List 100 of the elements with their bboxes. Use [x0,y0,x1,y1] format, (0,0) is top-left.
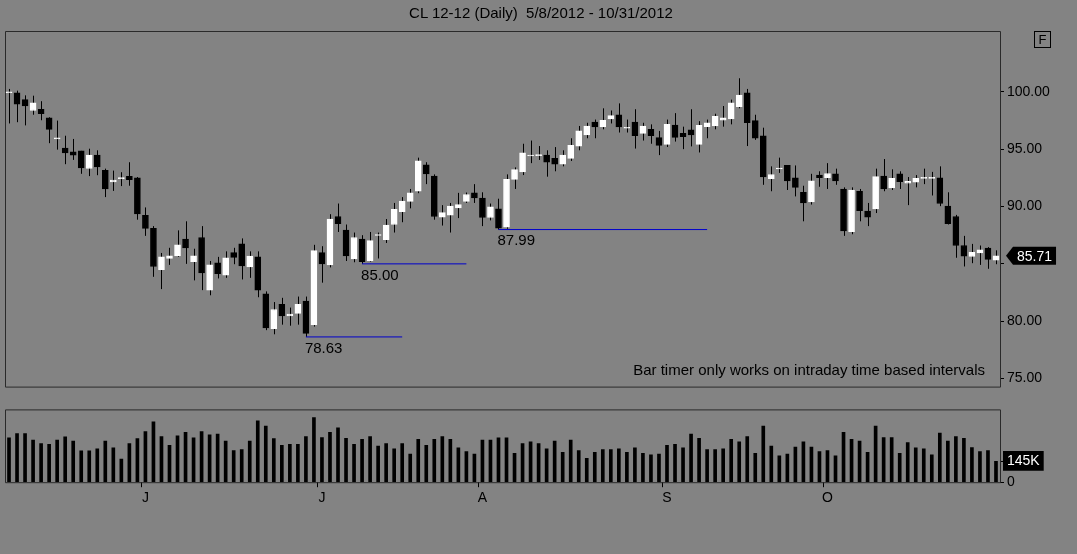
candlestick [904,176,912,206]
bar [657,453,661,483]
candlestick [824,162,831,190]
candlestick [479,191,486,227]
candlestick [190,248,197,281]
candlestick [93,149,101,176]
bar [71,440,76,483]
y-tick-label: 75.00 [1007,369,1043,386]
bar [63,436,68,483]
toolbar-button: F [1034,31,1051,48]
bar [625,452,629,483]
candlestick [735,77,743,109]
data-label: 78.63 [304,338,343,356]
bar [745,436,750,483]
candlestick [398,196,406,223]
x-tick-label: J [141,489,149,506]
candlestick [808,173,815,206]
bar [681,447,685,483]
bar [424,444,429,483]
bar [600,449,605,483]
bar [304,436,308,483]
candlestick [53,120,61,151]
candlestick [447,202,454,234]
candlestick [864,202,871,227]
bar [87,450,92,483]
candlestick [238,237,246,280]
candlestick [455,192,462,219]
candlestick [495,198,502,231]
bar [384,443,388,483]
data-label: 87.99 [497,231,536,249]
bar [400,443,405,483]
annotation: Bar timer only works on intraday time based intervals [633,361,985,379]
bar [609,449,613,483]
bar [271,438,276,483]
chart-title: CL 12-12 (Daily) 5/8/2012 - 10/31/2012 [409,4,673,22]
bar [769,445,774,483]
bar [633,447,637,483]
candlestick [182,220,189,265]
candlestick [767,165,775,192]
bar [440,436,445,483]
bar [921,448,926,483]
candlestick [5,88,13,124]
bar [376,445,380,483]
candlestick [246,250,254,279]
bar [39,443,43,483]
x-tick-label: O [822,489,834,506]
candlestick [655,130,663,156]
y-tick-label: 90.00 [1007,197,1043,214]
bar [617,448,621,483]
candlestick [888,168,895,191]
candlestick [856,188,863,222]
bar [416,438,421,483]
bar [994,460,998,483]
bar [954,436,958,483]
bar [263,425,268,483]
bar [55,439,59,483]
candlestick [800,185,807,222]
bar [247,440,252,483]
candlestick [880,158,887,192]
bar [913,447,918,483]
candlestick [792,164,799,197]
candlestick [438,204,446,227]
candlestick [158,252,165,290]
bar [95,448,100,483]
candlestick [142,206,149,237]
candlestick [214,256,221,279]
bar [673,444,677,483]
candlestick [511,166,518,190]
bar [239,449,244,483]
candlestick [960,235,968,267]
bar [231,450,236,483]
bar [753,452,758,483]
y-tick-label: 95.00 [1007,140,1043,157]
candlestick [727,99,735,125]
bar [721,448,725,483]
candlestick [591,119,599,139]
bar [889,437,894,483]
bar [568,439,573,483]
candlestick [29,95,37,116]
bar [962,438,966,483]
data-label: 85.00 [361,265,399,283]
candlestick [61,135,69,165]
bar [7,437,11,483]
bar [103,440,108,483]
bar [368,436,372,483]
candlestick [527,140,534,164]
y-tick-label: 80.00 [1007,312,1043,329]
bar [408,453,413,483]
bar [978,451,982,483]
bar [729,438,734,483]
candlestick [719,105,727,128]
candlestick [222,250,229,279]
bar [320,437,324,483]
bar [897,452,902,483]
bar [937,432,942,483]
bar [47,444,51,483]
bar [946,440,950,483]
bar [352,444,356,483]
candlestick [575,125,583,151]
bar [689,433,693,483]
